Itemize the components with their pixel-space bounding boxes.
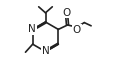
Text: N: N: [28, 24, 36, 34]
Text: O: O: [73, 25, 81, 35]
Text: N: N: [42, 46, 49, 56]
Text: O: O: [63, 8, 71, 18]
